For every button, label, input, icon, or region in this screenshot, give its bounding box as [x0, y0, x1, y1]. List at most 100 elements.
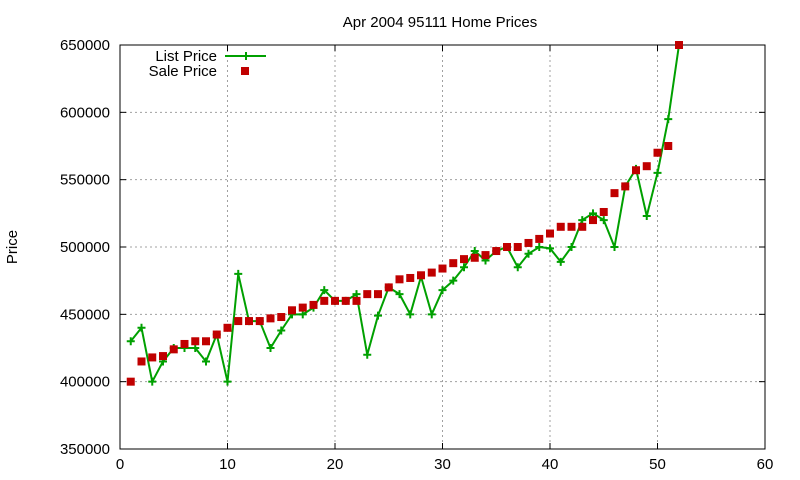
series-layer [126, 41, 683, 386]
sale-price-point [212, 330, 221, 339]
list-price-point [610, 243, 619, 251]
sale-price-point [191, 337, 200, 346]
x-tick-label: 0 [116, 456, 124, 473]
sale-price-point [664, 142, 673, 150]
list-price-point [599, 216, 608, 225]
sale-price-point [599, 207, 608, 216]
y-tick-label: 350000 [60, 441, 110, 458]
y-axis-label: Price [4, 230, 21, 264]
sale-price-point [374, 290, 382, 299]
list-price-point [470, 247, 479, 256]
list-price-point [546, 244, 554, 253]
legend-sample-list-price-marker [242, 52, 250, 60]
list-price-point [567, 243, 576, 251]
sale-price-point [427, 268, 436, 277]
list-price-point [234, 269, 243, 278]
sale-price-point [492, 247, 501, 256]
list-price-point [363, 350, 372, 359]
list-price-point [137, 323, 146, 332]
x-tick-label: 50 [649, 456, 666, 473]
sale-price-point [513, 243, 522, 251]
y-tick-label: 600000 [60, 104, 110, 121]
list-price-point [556, 257, 565, 266]
sale-price-point [169, 345, 178, 354]
sale-price-point [632, 166, 640, 175]
sale-price-point [675, 41, 683, 49]
list-price-point [524, 249, 533, 258]
list-price-point [449, 276, 458, 285]
sale-price-point [298, 303, 307, 312]
sale-price-point [202, 337, 210, 346]
sale-price-point [309, 300, 318, 309]
sale-price-point [556, 222, 565, 231]
y-tick-label: 500000 [60, 239, 110, 256]
axes [119, 44, 766, 450]
y-tick-label: 550000 [60, 172, 110, 189]
sale-price-point [384, 283, 393, 292]
sale-price-point [406, 273, 415, 282]
list-price-point [653, 168, 662, 177]
sale-price-point [148, 353, 157, 362]
list-price-point [126, 337, 135, 346]
list-price-point [664, 115, 673, 124]
legend: List Price Sale Price [149, 48, 266, 80]
x-tick-label: 30 [434, 456, 451, 473]
sale-price-point [621, 182, 630, 191]
x-tick-label: 40 [542, 456, 559, 473]
legend-label-list-price: List Price [155, 48, 217, 65]
sale-price-point [277, 313, 286, 322]
list-price-point [352, 290, 361, 299]
y-tick-label: 400000 [60, 374, 110, 391]
list-price-point [298, 310, 307, 319]
sale-price-point [341, 296, 350, 305]
sale-price-point [503, 243, 511, 251]
sale-price-point [589, 216, 597, 225]
sale-price-point [234, 317, 243, 326]
list-price-point [395, 290, 404, 299]
sale-price-point [180, 339, 189, 348]
list-price-point [320, 286, 329, 295]
sale-price-point [395, 275, 404, 284]
list-price-point [535, 243, 544, 251]
sale-price-point [449, 259, 458, 268]
list-price-point [277, 326, 286, 335]
list-price-line [129, 44, 680, 385]
sale-price-point [352, 296, 361, 305]
x-tick-label: 10 [219, 456, 236, 473]
sale-price-point [470, 253, 479, 262]
list-price-point [513, 263, 522, 272]
list-price-point [406, 310, 415, 319]
sale-price-point [460, 255, 468, 264]
y-tick-label: 650000 [60, 37, 110, 54]
sale-price-point [245, 317, 253, 326]
list-price-point [374, 311, 382, 320]
sale-price-point [137, 357, 146, 366]
series-list-price [126, 41, 683, 386]
sale-price-point [288, 306, 296, 315]
plot-frame [119, 44, 766, 450]
sale-price-point [363, 290, 372, 299]
sale-price-point [255, 317, 264, 326]
tick-labels: 0 10 20 30 40 50 60 350000 400000 450000 500000 550… [60, 37, 773, 473]
sale-price-point [642, 162, 651, 171]
list-price-point [223, 377, 232, 386]
sale-price-point [331, 296, 339, 305]
legend-sample-sale-price-marker [241, 67, 249, 75]
y-tick-label: 450000 [60, 306, 110, 323]
sale-price-point [524, 238, 533, 247]
list-price-point [202, 357, 210, 366]
list-price-point [266, 344, 275, 352]
sale-price-point [320, 296, 329, 305]
series-sale-price [126, 41, 683, 386]
sale-price-point [223, 323, 232, 332]
x-tick-label: 60 [757, 456, 774, 473]
sale-price-point [481, 251, 490, 260]
list-price-point [589, 209, 597, 218]
sale-price-point [610, 189, 619, 198]
sale-price-point [535, 234, 544, 243]
sale-price-point [266, 314, 275, 323]
chart-title: Apr 2004 95111 Home Prices [343, 14, 538, 31]
x-tick-label: 20 [327, 456, 344, 473]
